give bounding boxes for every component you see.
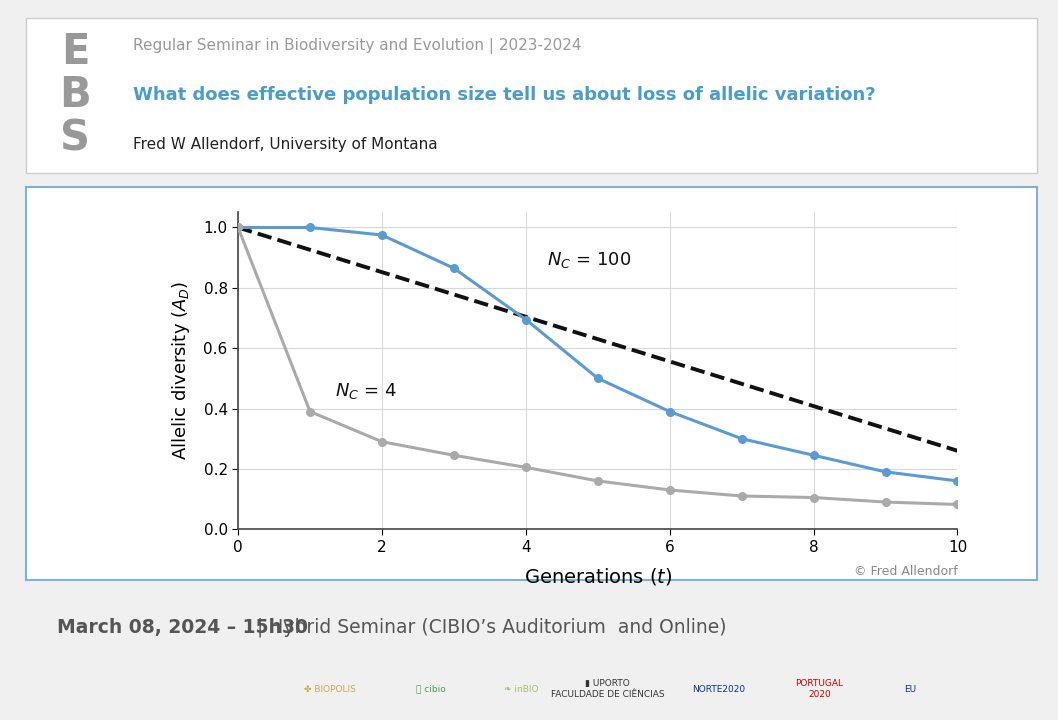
- Text: NORTE2020: NORTE2020: [692, 685, 745, 693]
- Text: $\it{N}_C$ = 4: $\it{N}_C$ = 4: [335, 382, 397, 402]
- Text: EU: EU: [905, 685, 916, 693]
- Text: ▮ UPORTO
FACULDADE DE CIÊNCIAS: ▮ UPORTO FACULDADE DE CIÊNCIAS: [550, 680, 664, 698]
- Text: Regular Seminar in Biodiversity and Evolution | 2023-2024: Regular Seminar in Biodiversity and Evol…: [132, 38, 581, 54]
- Text: B: B: [59, 74, 91, 117]
- Text: PORTUGAL
2020: PORTUGAL 2020: [796, 680, 843, 698]
- Text: © Fred Allendorf: © Fred Allendorf: [854, 565, 957, 578]
- Text: $\it{N}_C$ = 100: $\it{N}_C$ = 100: [547, 250, 632, 270]
- X-axis label: Generations ($t$): Generations ($t$): [524, 566, 672, 587]
- Text: What does effective population size tell us about loss of allelic variation?: What does effective population size tell…: [132, 86, 875, 104]
- Text: ❧ inBIO: ❧ inBIO: [505, 685, 539, 693]
- Text: March 08, 2024 – 15h30: March 08, 2024 – 15h30: [57, 618, 308, 636]
- Text: E: E: [60, 31, 89, 73]
- Text: 🌿 cibio: 🌿 cibio: [416, 685, 445, 693]
- Text: ✤ BIOPOLIS: ✤ BIOPOLIS: [304, 685, 355, 693]
- Text: Fred W Allendorf, University of Montana: Fred W Allendorf, University of Montana: [132, 138, 437, 153]
- Y-axis label: Allelic diversity ($A_D$): Allelic diversity ($A_D$): [170, 281, 193, 461]
- Text: | Hybrid Seminar (CIBIO’s Auditorium  and Online): | Hybrid Seminar (CIBIO’s Auditorium and…: [251, 618, 726, 637]
- Text: S: S: [60, 118, 90, 160]
